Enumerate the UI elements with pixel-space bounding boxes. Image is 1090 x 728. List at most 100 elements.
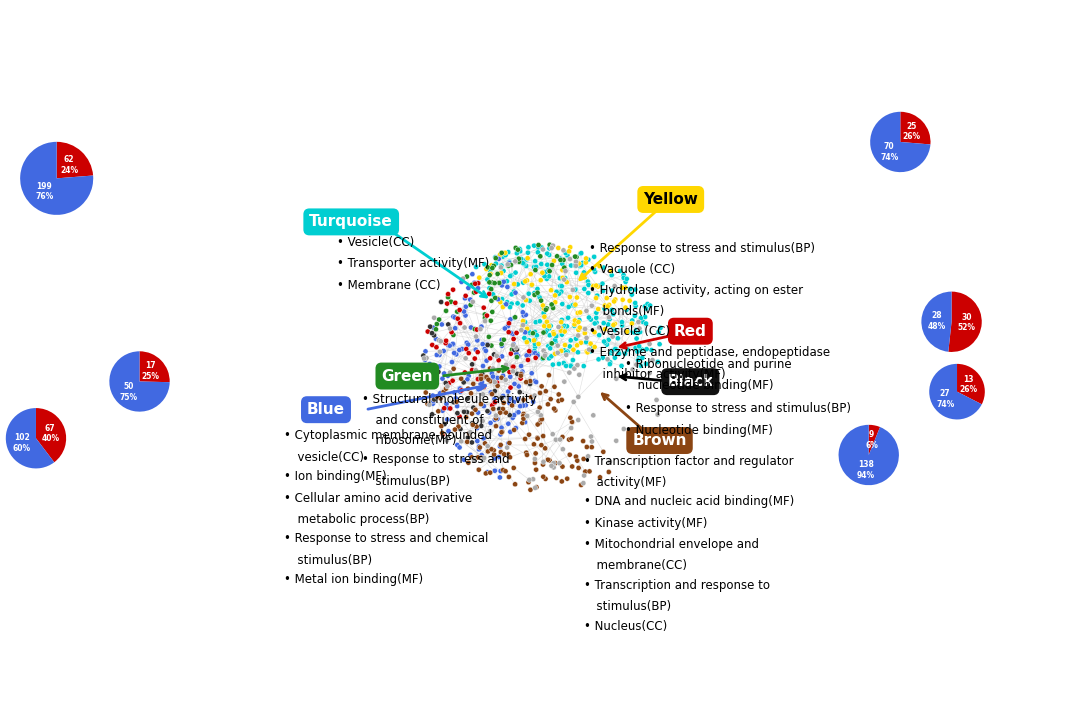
Point (508, 327, 525, 339)
Point (473, 376, 490, 388)
Point (511, 243, 529, 255)
Point (450, 421, 468, 432)
Point (506, 424, 523, 436)
Point (480, 331, 497, 343)
Point (490, 403, 508, 415)
Point (633, 352, 651, 364)
Point (514, 400, 532, 411)
Point (602, 265, 619, 277)
Point (520, 429, 537, 440)
Text: and constituent of: and constituent of (368, 414, 484, 427)
Point (570, 369, 588, 381)
Point (556, 376, 573, 387)
Point (581, 465, 598, 477)
Point (585, 251, 603, 263)
Point (496, 299, 513, 311)
Point (651, 339, 668, 350)
Point (425, 312, 443, 323)
Point (529, 419, 546, 430)
Point (556, 325, 573, 337)
Point (586, 341, 604, 353)
Point (446, 424, 463, 435)
Point (482, 268, 499, 280)
Point (468, 365, 485, 376)
Point (535, 320, 553, 332)
Point (423, 379, 440, 390)
Text: 62
24%: 62 24% (60, 155, 78, 175)
Point (541, 352, 558, 364)
Point (483, 388, 500, 400)
Point (623, 314, 641, 326)
Point (522, 269, 540, 280)
Point (588, 317, 605, 328)
Point (448, 349, 465, 360)
Point (499, 258, 517, 270)
Point (595, 446, 613, 458)
Point (613, 360, 630, 371)
Point (439, 288, 457, 300)
Point (504, 361, 521, 373)
Point (499, 320, 517, 332)
Point (555, 320, 572, 331)
Point (595, 336, 613, 347)
Point (510, 380, 528, 392)
Point (456, 406, 473, 418)
Wedge shape (20, 142, 94, 215)
Point (596, 323, 614, 335)
Point (540, 340, 557, 352)
Point (565, 396, 582, 408)
Point (522, 392, 540, 403)
Text: stimulus(BP): stimulus(BP) (590, 601, 671, 613)
Point (578, 441, 595, 453)
Point (502, 288, 520, 300)
Point (444, 375, 461, 387)
Point (578, 305, 595, 317)
Point (500, 326, 518, 338)
Point (543, 460, 560, 472)
Point (627, 284, 644, 296)
Point (482, 425, 499, 437)
Point (619, 325, 637, 337)
Point (451, 304, 469, 316)
Point (594, 278, 611, 290)
Point (438, 414, 456, 425)
Text: • Membrane (CC): • Membrane (CC) (337, 279, 440, 291)
Point (628, 333, 645, 344)
Point (606, 280, 623, 292)
Point (532, 250, 549, 262)
Point (577, 257, 594, 269)
Point (529, 406, 546, 418)
Point (542, 393, 559, 405)
Text: 30
52%: 30 52% (958, 313, 976, 332)
Point (463, 269, 481, 280)
Point (496, 448, 513, 460)
Point (470, 443, 487, 455)
Point (607, 373, 625, 384)
Point (438, 435, 456, 446)
Point (479, 339, 496, 351)
Point (463, 451, 481, 463)
Text: ribosome(MF): ribosome(MF) (368, 434, 457, 447)
Point (468, 331, 485, 342)
Point (554, 298, 571, 310)
Point (528, 261, 545, 273)
Point (485, 445, 502, 456)
Point (434, 405, 451, 416)
Point (525, 288, 543, 299)
Point (493, 372, 510, 384)
Point (488, 350, 506, 362)
Point (579, 451, 596, 462)
Point (518, 349, 535, 361)
Point (437, 383, 455, 395)
Point (571, 306, 589, 318)
Point (582, 314, 600, 325)
Point (425, 394, 443, 405)
Point (601, 466, 618, 478)
Point (439, 319, 457, 331)
Point (637, 311, 654, 323)
Text: • Transporter activity(MF): • Transporter activity(MF) (337, 257, 489, 270)
Point (416, 354, 434, 365)
Point (458, 411, 475, 423)
Point (576, 266, 593, 278)
Point (432, 387, 449, 399)
